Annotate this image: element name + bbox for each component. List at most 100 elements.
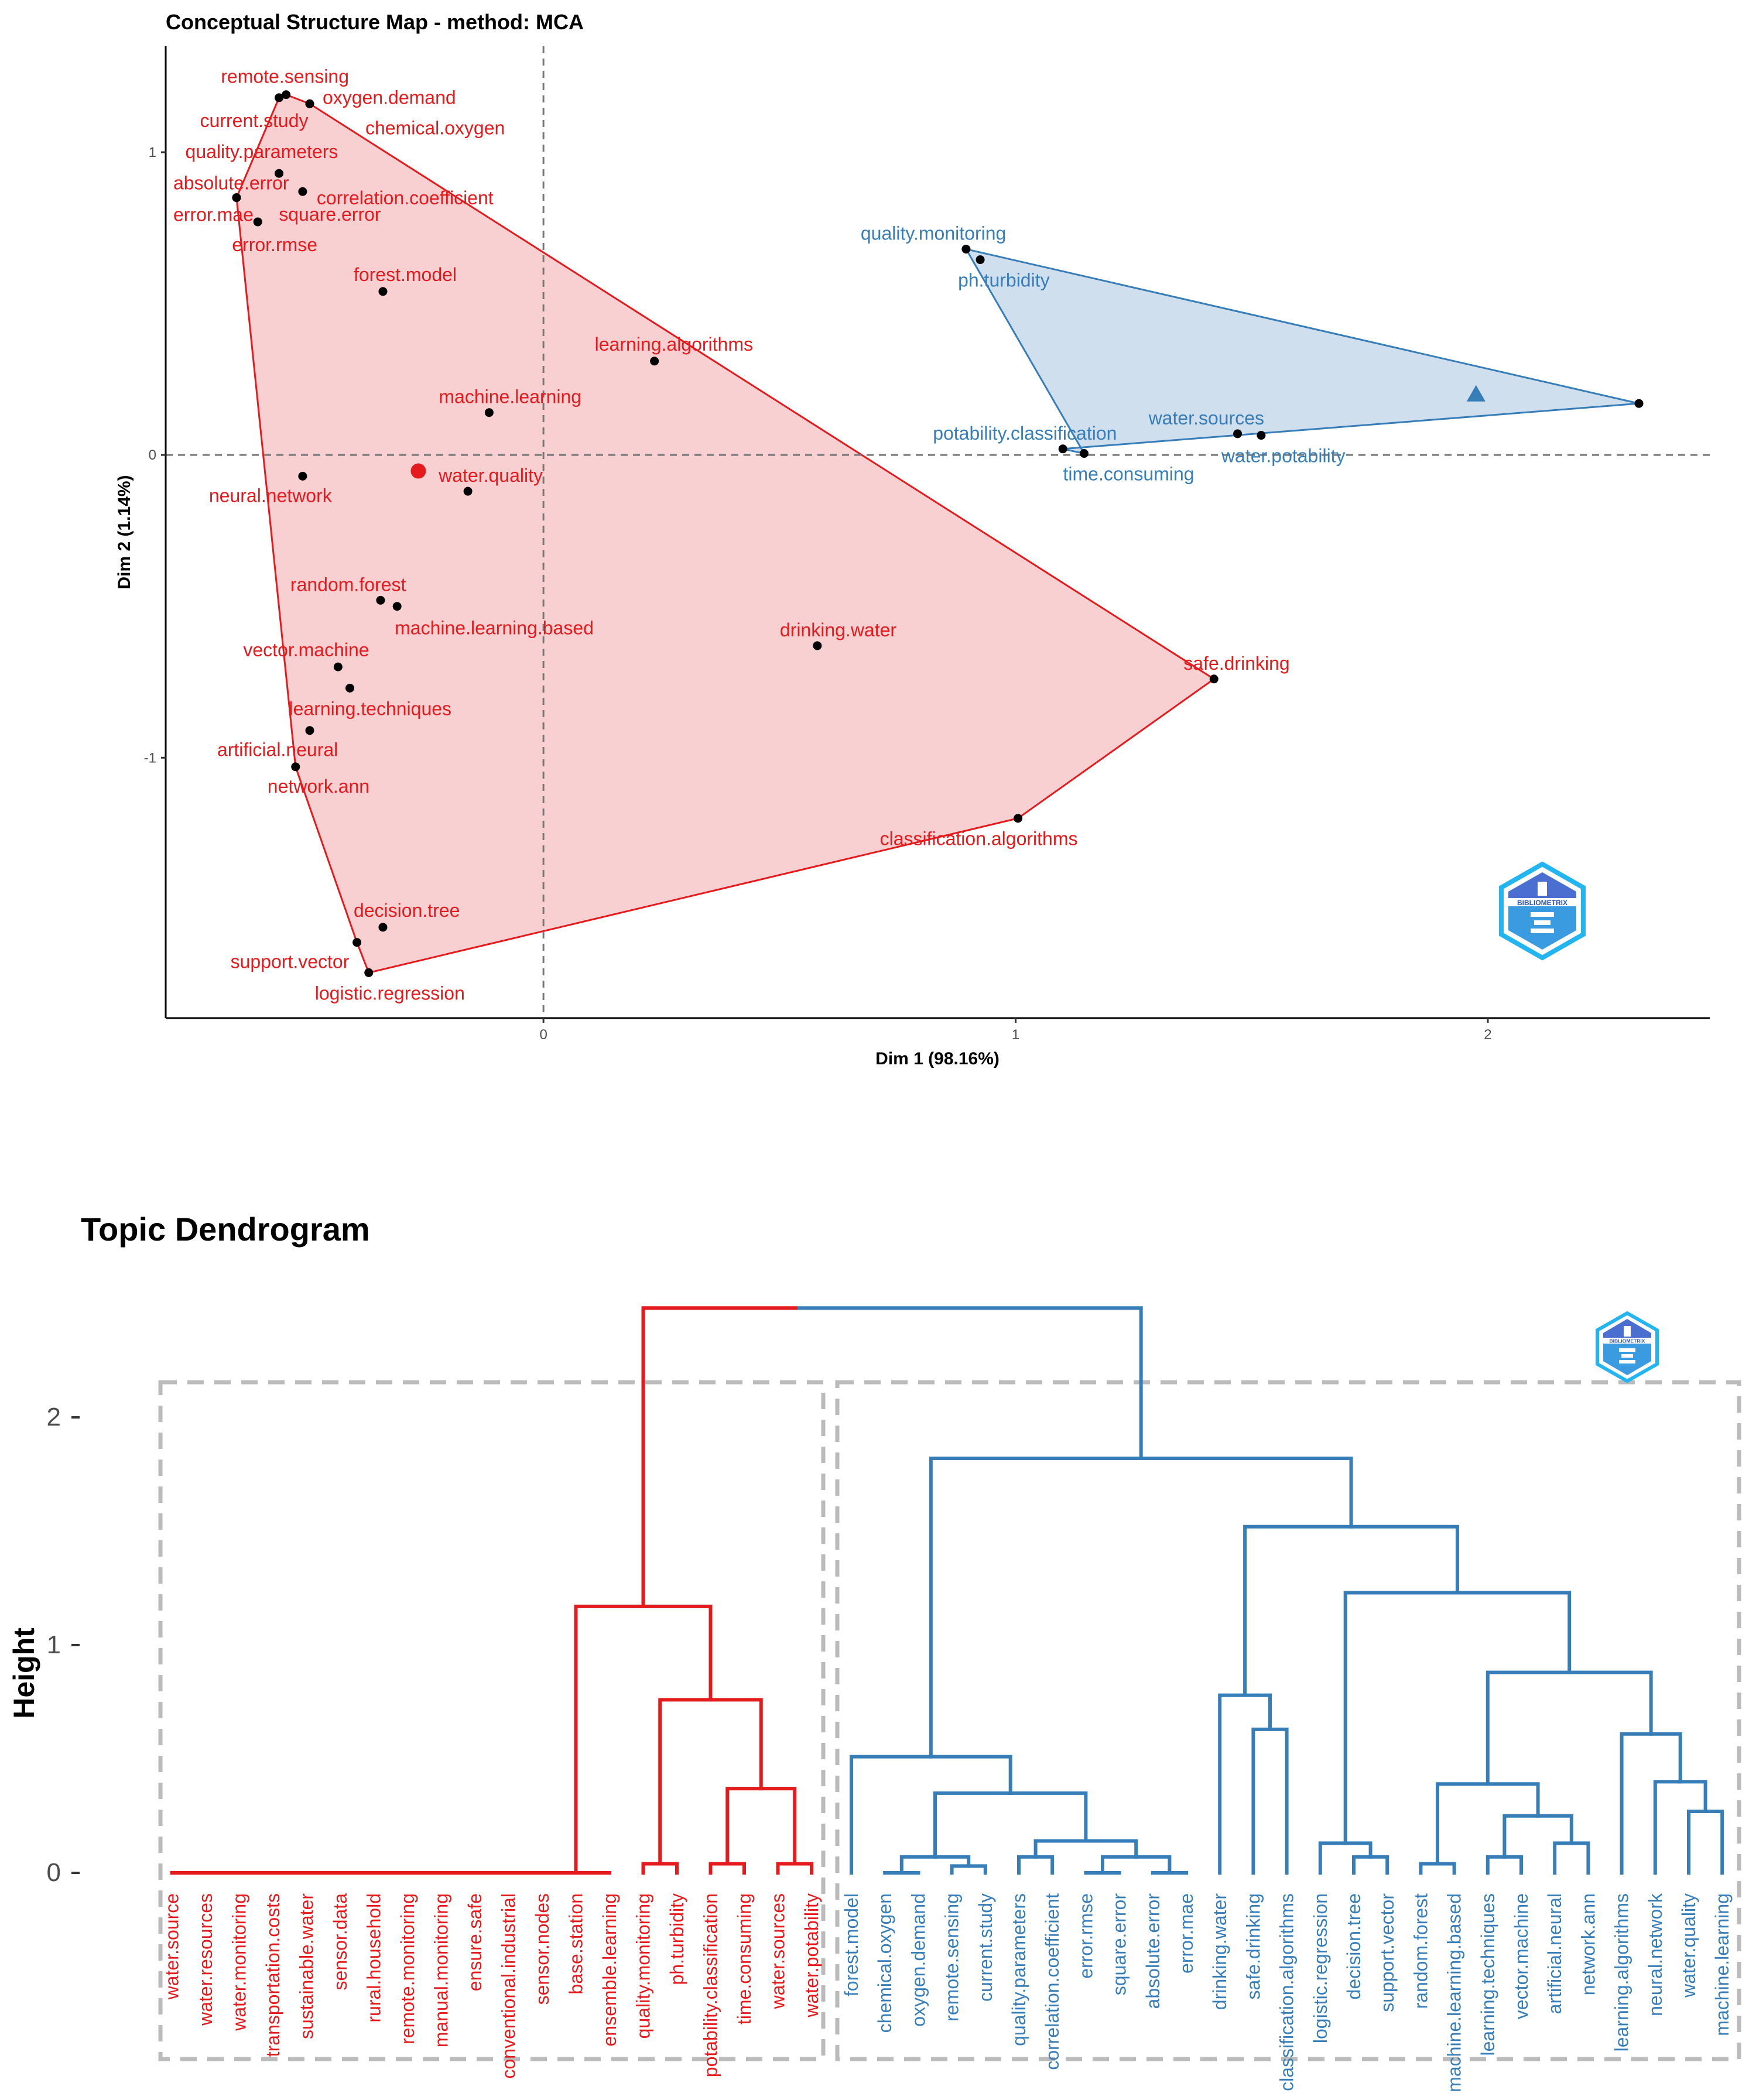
data-point-machine-learning [484, 408, 494, 417]
data-point-drinking-water [813, 641, 822, 650]
dendrogram-leaf-labels: water.source water.resources water.monitor… [162, 1893, 1733, 2092]
dendrogram-link [1243, 1525, 1459, 1697]
data-point-neural-network [298, 471, 307, 481]
leaf-label-time-consuming: time.consuming [734, 1893, 755, 2024]
svg-text:BIBLIOMETRIX: BIBLIOMETRIX [1517, 899, 1567, 907]
leaf-label-quality-parameters: quality.parameters [1008, 1893, 1029, 2046]
leaf-label-base-station: base.station [566, 1893, 587, 1995]
x-tick-label: 0 [539, 1027, 547, 1043]
dendrogram-link [1352, 1855, 1389, 1875]
data-point-ph-turbidity [976, 255, 985, 265]
mca-scatter-plot: Conceptual Structure Map - method: MCA 0… [115, 10, 1710, 1068]
leaf-label-water-sources: water.sources [768, 1893, 789, 2009]
leaf-label-sustainable-water: sustainable.water [296, 1893, 317, 2039]
point-label-quality-monitoring: quality.monitoring [861, 222, 1006, 244]
leaf-label-oxygen-demand: oxygen.demand [908, 1893, 929, 2027]
leaf-label-forest-model: forest.model [841, 1893, 862, 1996]
data-point-learning-techniques [345, 683, 355, 693]
leaf-label-learning-techniques: learning.techniques [1477, 1893, 1498, 2056]
point-label-support-vector: support.vector [231, 951, 350, 972]
dendrogram-link [1620, 1732, 1682, 1875]
bibliometrix-logo-icon: BIBLIOMETRIX [1499, 861, 1586, 961]
cluster-boxes [158, 1380, 1741, 2061]
data-point-current-study [275, 93, 284, 102]
dendrogram-link [1017, 1855, 1055, 1875]
leaf-label-chemical-oxygen: chemical.oxygen [874, 1893, 895, 2033]
leaf-label-neural-network: neural.network [1645, 1893, 1666, 2016]
data-point-forest-model [378, 287, 388, 296]
y-tick-label: 0 [149, 447, 156, 463]
point-label-potability-classification: potability.classification [933, 423, 1117, 444]
x-tick-label: 1 [1012, 1027, 1019, 1043]
dendrogram-root-link-left [641, 1306, 798, 1606]
leaf-label-classification-algorithms: classification.algorithms [1276, 1893, 1298, 2091]
leaf-label-network-ann: network.ann [1577, 1893, 1599, 1995]
point-label-learning-algorithms: learning.algorithms [595, 334, 753, 355]
mca-y-axis-title: Dim 2 (1.14%) [115, 475, 134, 589]
leaf-label-artificial-neural: artificial.neural [1544, 1893, 1565, 2014]
bibliometrix-logo-icon: BIBLIOMETRIX [1596, 1311, 1659, 1383]
mca-axes [165, 46, 1710, 1019]
dendrogram-y-ticks: 0 1 2 [47, 1403, 80, 1887]
leaf-label-water-potability: water.potability [801, 1893, 822, 2018]
point-label-safe-drinking: safe.drinking [1183, 653, 1289, 674]
point-label-learning-techniques: learning.techniques [289, 698, 452, 719]
dendrogram-link [1251, 1727, 1289, 1875]
topic-dendrogram: Topic Dendrogram 0 1 2 water.source water.r… [8, 1211, 1741, 2092]
leaf-label-error-mae: error.mae [1176, 1893, 1197, 1974]
leaf-label-drinking-water: drinking.water [1209, 1893, 1230, 2010]
dendrogram-link [1553, 1841, 1590, 1875]
leaf-label-water-monitoring: water.monitoring [229, 1893, 250, 2032]
point-label-water-potability: water.potability [1221, 446, 1346, 467]
leaf-label-transportation-costs: transportation.costs [262, 1893, 283, 2057]
data-point-error-rmse [253, 217, 262, 227]
leaf-label-remote-sensing: remote.sensing [942, 1893, 963, 2022]
point-label-time-consuming: time.consuming [1063, 464, 1194, 485]
leaf-label-machine-learning-based: machine.learning.based [1444, 1893, 1465, 2092]
y-tick-label: 2 [47, 1403, 61, 1431]
data-point-quality-monitoring [961, 244, 971, 253]
svg-text:BIBLIOMETRIX: BIBLIOMETRIX [1610, 1338, 1645, 1344]
data-point-support-vector [352, 938, 362, 947]
point-label-square-error: square.error [279, 204, 381, 225]
point-label-water-sources: water.sources [1148, 407, 1264, 429]
dendrogram-link [1486, 1670, 1653, 1786]
point-label-vector-machine: vector.machine [243, 639, 369, 660]
leaf-label-sensor-data: sensor.data [330, 1893, 351, 1991]
mca-points [232, 90, 1644, 977]
leaf-label-conventional-industrial: conventional.industrial [498, 1893, 519, 2079]
dendrogram-root-link-right [798, 1306, 1143, 1459]
data-point-error-mae [232, 193, 241, 203]
leaf-label-error-rmse: error.rmse [1075, 1893, 1096, 1979]
data-point-water-sources [1233, 429, 1243, 439]
dendrogram-y-axis-title: Height [8, 1628, 40, 1719]
dendrogram-link [929, 1457, 1353, 1759]
cluster-centroid-1 [410, 463, 426, 479]
dendrogram-link [1218, 1693, 1272, 1875]
data-point-chemical-oxygen [305, 99, 314, 108]
point-label-classification-algorithms: classification.algorithms [880, 828, 1078, 849]
x-tick-label: 2 [1484, 1027, 1491, 1043]
data-point-vector-machine [333, 662, 343, 672]
leaf-label-potability-classification: potability.classification [700, 1893, 721, 2077]
data-point-learning-algorithms [650, 357, 659, 366]
leaf-label-vector-machine: vector.machine [1511, 1893, 1532, 2019]
data-point-correlation-coefficient [298, 187, 307, 196]
point-label-ph-turbidity: ph.turbidity [958, 270, 1050, 291]
leaf-label-learning-algorithms: learning.algorithms [1611, 1893, 1632, 2051]
point-label-logistic-regression: logistic.regression [315, 982, 465, 1003]
dendrogram-title: Topic Dendrogram [81, 1211, 370, 1248]
dendrogram-links [170, 1306, 1724, 1875]
mca-point-labels: remote.sensing current.study oxygen.demand… [173, 66, 1346, 1004]
point-label-error-mae: error.mae [173, 204, 254, 225]
leaf-label-random-forest: random.forest [1410, 1893, 1431, 2009]
point-label-network-ann: network.ann [268, 776, 369, 797]
leaf-label-ensure-safe: ensure.safe [464, 1893, 485, 1991]
y-tick-label: 1 [149, 145, 156, 160]
mca-x-axis-title: Dim 1 (98.16%) [875, 1049, 1000, 1068]
leaf-label-absolute-error: absolute.error [1142, 1893, 1163, 2009]
point-label-water-quality: water.quality [438, 465, 543, 486]
leaf-label-sensor-nodes: sensor.nodes [532, 1893, 553, 2005]
point-label-machine-learning: machine.learning [439, 386, 581, 407]
